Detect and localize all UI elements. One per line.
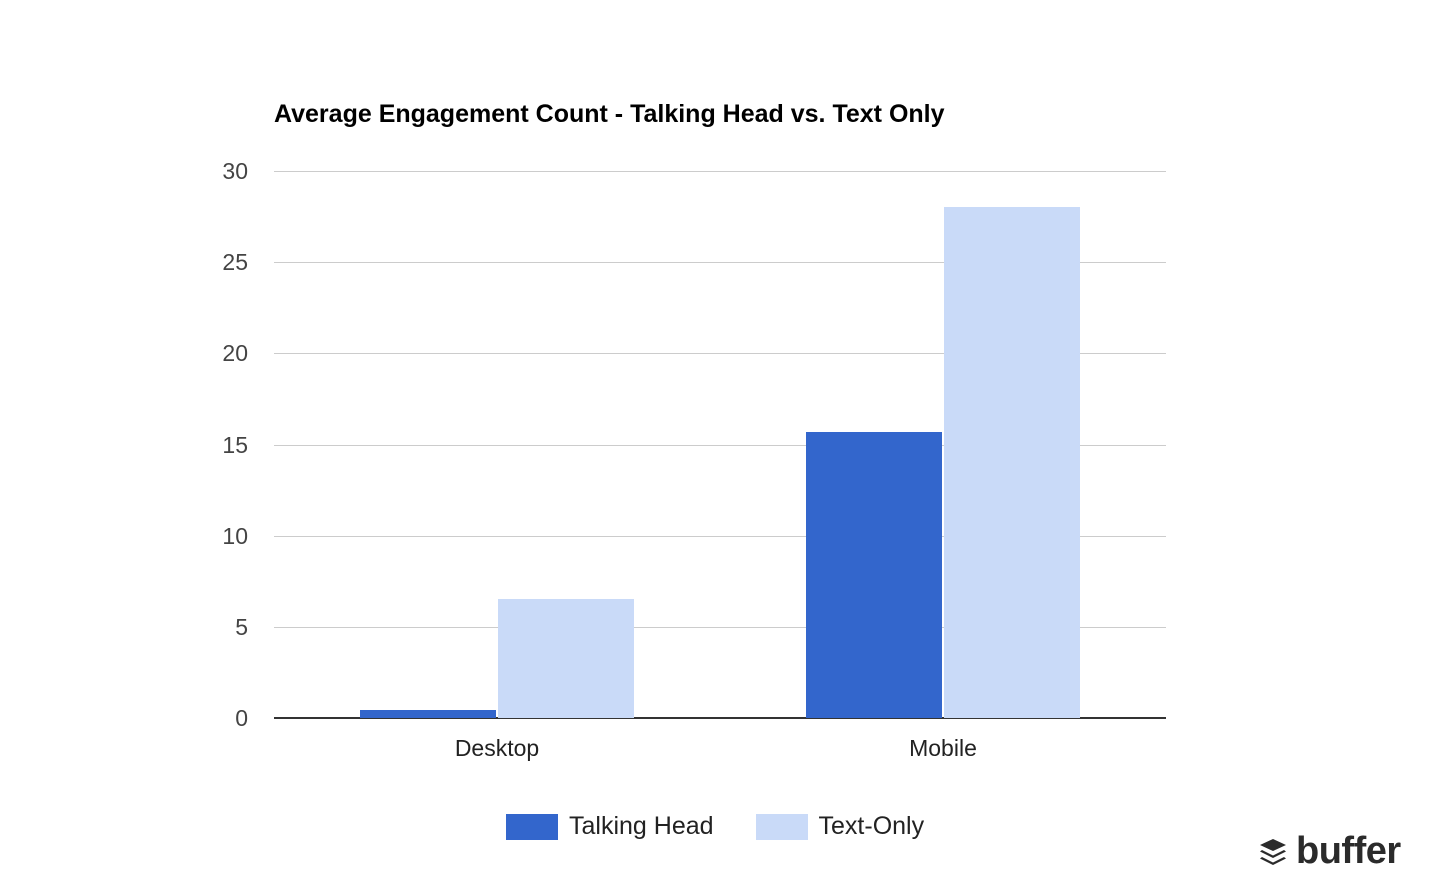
legend-swatch xyxy=(755,813,808,840)
legend-label: Talking Head xyxy=(569,812,714,840)
bar-mobile-talking-head[interactable] xyxy=(806,431,942,718)
gridline xyxy=(274,353,1166,355)
legend-item[interactable]: Text-Only xyxy=(755,812,925,841)
bar-desktop-text-only[interactable] xyxy=(498,599,634,718)
gridline xyxy=(274,262,1166,264)
legend-label: Text-Only xyxy=(818,812,925,840)
x-tick-label: Mobile xyxy=(909,735,977,761)
bar-mobile-text-only[interactable] xyxy=(944,207,1080,718)
y-tick-label: 0 xyxy=(235,705,248,731)
gridline xyxy=(274,444,1166,446)
x-tick-label: Desktop xyxy=(454,735,540,761)
y-tick-label: 30 xyxy=(222,158,248,184)
x-axis-baseline xyxy=(274,717,1166,719)
gridline xyxy=(274,626,1166,628)
legend: Talking Head Text-Only xyxy=(506,812,966,841)
gridline xyxy=(274,535,1166,537)
logo-text: buffer xyxy=(1296,830,1401,872)
layers-stack-icon xyxy=(1260,838,1286,865)
y-tick-label: 20 xyxy=(222,340,248,367)
legend-swatch xyxy=(506,813,558,840)
y-tick-label: 10 xyxy=(222,522,248,549)
chart-title: Average Engagement Count - Talking Head … xyxy=(274,100,945,128)
y-tick-label: 5 xyxy=(235,613,248,640)
buffer-logo: buffer xyxy=(1258,830,1401,873)
bar-desktop-talking-head[interactable] xyxy=(360,709,496,718)
legend-item[interactable]: Talking Head xyxy=(506,812,714,841)
y-tick-label: 15 xyxy=(222,431,248,458)
y-tick-label: 25 xyxy=(222,249,248,276)
plot-area xyxy=(274,171,1166,719)
gridline xyxy=(274,171,1166,172)
